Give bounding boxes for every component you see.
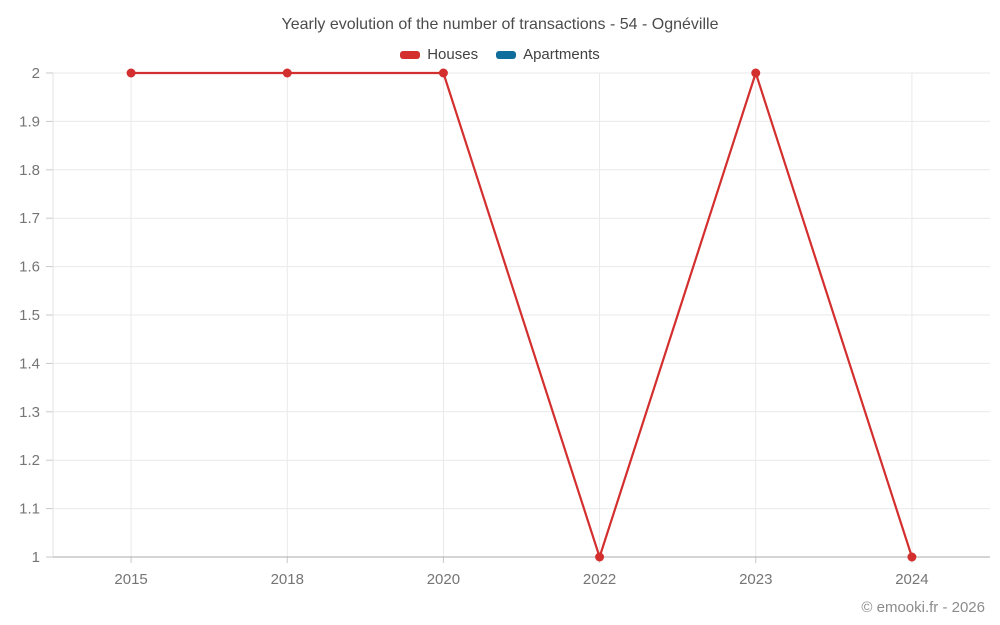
copyright-footer: © emooki.fr - 2026 xyxy=(861,599,985,616)
data-point-houses-2022[interactable] xyxy=(595,552,605,562)
series-line-houses xyxy=(129,71,914,559)
data-point-houses-2020[interactable] xyxy=(438,68,448,78)
y-tick-label: 1.9 xyxy=(19,113,40,130)
y-tick-label: 1.4 xyxy=(19,355,40,372)
x-tick-label: 2024 xyxy=(895,571,928,588)
x-tick-label: 2015 xyxy=(114,571,147,588)
y-tick-label: 1 xyxy=(32,549,40,566)
data-point-houses-2018[interactable] xyxy=(282,68,292,78)
y-tick-label: 2 xyxy=(32,65,40,82)
data-point-houses-2015[interactable] xyxy=(126,68,136,78)
x-tick-label: 2018 xyxy=(271,571,304,588)
y-tick-label: 1.7 xyxy=(19,210,40,227)
y-tick-label: 1.3 xyxy=(19,404,40,421)
x-tick-label: 2020 xyxy=(427,571,460,588)
x-tick-label: 2023 xyxy=(739,571,772,588)
legend-item-apartments[interactable]: Apartments xyxy=(496,46,600,63)
y-tick-label: 1.6 xyxy=(19,259,40,276)
y-tick-label: 1.5 xyxy=(19,307,40,324)
chart-title: Yearly evolution of the number of transa… xyxy=(281,16,719,33)
y-tick-label: 1.8 xyxy=(19,162,40,179)
data-point-houses-2024[interactable] xyxy=(907,552,917,562)
data-point-houses-2023[interactable] xyxy=(751,68,761,78)
houses-series-swatch-icon xyxy=(400,50,421,59)
legend-label-apartments: Apartments xyxy=(523,46,600,63)
legend: Houses Apartments xyxy=(0,46,1000,63)
y-tick-label: 1.1 xyxy=(19,501,40,518)
x-tick-label: 2022 xyxy=(583,571,616,588)
legend-label-houses: Houses xyxy=(427,46,479,63)
legend-item-houses[interactable]: Houses xyxy=(400,46,478,63)
y-tick-label: 1.2 xyxy=(19,452,40,469)
apartments-series-swatch-icon xyxy=(496,50,517,59)
